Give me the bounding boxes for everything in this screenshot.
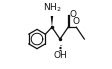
- Text: NH$_2$: NH$_2$: [43, 2, 61, 14]
- Polygon shape: [51, 16, 53, 27]
- Text: OH: OH: [53, 51, 67, 61]
- Text: O: O: [69, 10, 76, 19]
- Text: O: O: [73, 17, 80, 26]
